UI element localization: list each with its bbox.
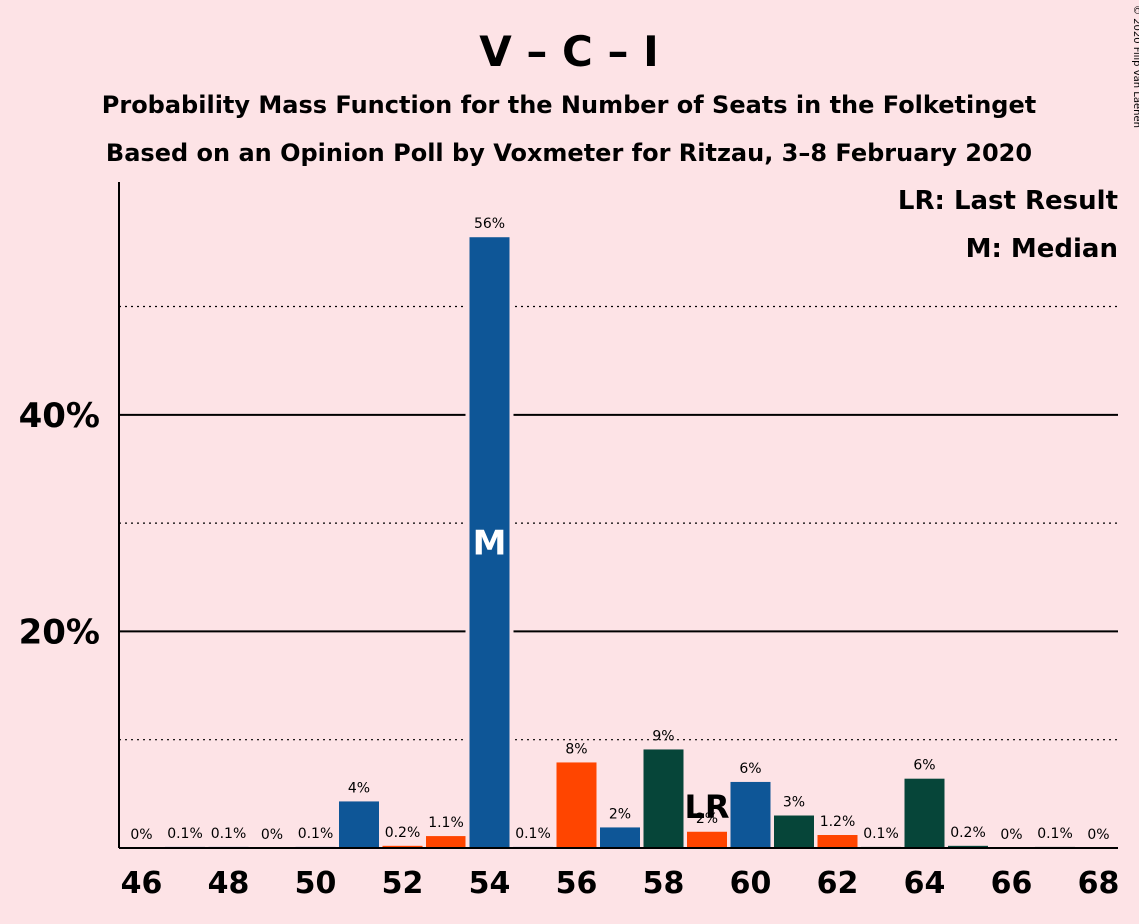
data-label-54: 56% bbox=[474, 216, 505, 232]
data-label-53: 1.1% bbox=[428, 815, 464, 831]
bar-51 bbox=[339, 801, 379, 848]
bar-58 bbox=[643, 749, 684, 848]
x-tick-label: 56 bbox=[556, 866, 598, 901]
bars bbox=[165, 233, 1075, 849]
bar-57 bbox=[600, 827, 640, 848]
y-tick-labels: 20% 40% bbox=[19, 396, 100, 653]
x-tick-label: 60 bbox=[730, 866, 772, 901]
data-label-47: 0.1% bbox=[167, 826, 203, 842]
data-label-55: 0.1% bbox=[515, 826, 551, 842]
chart-subtitle-line-2: Based on an Opinion Poll by Voxmeter for… bbox=[106, 139, 1032, 167]
legend-median: M: Median bbox=[966, 234, 1118, 264]
data-label-61: 3% bbox=[783, 795, 805, 811]
data-labels: 0% 0.1% 0.1% 0% 0.1% 4% 0.2% 1.1% 56% 0.1% 8% 2% 9% 2… bbox=[130, 216, 1109, 843]
data-label-63: 0.1% bbox=[863, 826, 899, 842]
data-label-68: 0% bbox=[1087, 827, 1109, 843]
data-label-46: 0% bbox=[130, 827, 152, 843]
y-tick-label: 40% bbox=[19, 396, 100, 436]
markers: M LR bbox=[473, 524, 730, 826]
bar-rect bbox=[948, 845, 988, 848]
bar-60 bbox=[730, 781, 771, 848]
data-label-65: 0.2% bbox=[950, 825, 986, 841]
x-tick-label: 50 bbox=[295, 866, 337, 901]
bar-rect bbox=[643, 749, 684, 848]
bar-rect bbox=[469, 237, 510, 849]
chart-subtitle-line-1: Probability Mass Function for the Number… bbox=[102, 91, 1036, 119]
bar-64 bbox=[904, 778, 945, 848]
bar-rect bbox=[556, 762, 597, 848]
data-label-59: 2% bbox=[696, 811, 718, 827]
data-label-50: 0.1% bbox=[298, 826, 334, 842]
x-tick-label: 64 bbox=[904, 866, 946, 901]
bar-54 bbox=[465, 233, 514, 849]
data-label-62: 1.2% bbox=[820, 814, 856, 830]
bar-rect bbox=[904, 778, 945, 848]
x-tick-label: 46 bbox=[121, 866, 163, 901]
x-tick-label: 68 bbox=[1078, 866, 1120, 901]
y-tick-label: 20% bbox=[19, 612, 100, 652]
median-marker: M bbox=[473, 524, 507, 564]
last-result-marker: LR bbox=[684, 788, 729, 826]
data-label-56: 8% bbox=[565, 741, 587, 757]
bar-rect bbox=[687, 831, 727, 848]
bar-61 bbox=[774, 815, 814, 848]
x-tick-label: 52 bbox=[382, 866, 424, 901]
data-label-48: 0.1% bbox=[211, 826, 247, 842]
data-label-57: 2% bbox=[609, 806, 631, 822]
bar-65 bbox=[948, 845, 988, 848]
bar-rect bbox=[382, 845, 423, 848]
x-tick-label: 48 bbox=[208, 866, 250, 901]
copyright-notice: © 2020 Filip van Laenen bbox=[1131, 5, 1139, 128]
bar-rect bbox=[774, 815, 814, 848]
bar-62 bbox=[817, 835, 858, 848]
legend-last-result: LR: Last Result bbox=[898, 186, 1118, 216]
bar-rect bbox=[426, 836, 466, 848]
data-label-67: 0.1% bbox=[1037, 826, 1073, 842]
chart-title: V – C – I bbox=[479, 27, 658, 76]
x-tick-label: 66 bbox=[991, 866, 1033, 901]
bar-rect bbox=[339, 801, 379, 848]
data-label-51: 4% bbox=[348, 780, 370, 796]
data-label-58: 9% bbox=[652, 728, 674, 744]
x-tick-label: 58 bbox=[643, 866, 685, 901]
gridlines bbox=[119, 305, 1118, 741]
x-tick-labels: 46 48 50 52 54 56 58 60 62 64 66 68 bbox=[121, 866, 1120, 901]
bar-53 bbox=[426, 836, 466, 848]
bar-52 bbox=[382, 845, 423, 848]
bar-rect bbox=[730, 781, 771, 848]
x-tick-label: 54 bbox=[469, 866, 511, 901]
bar-rect bbox=[817, 835, 858, 848]
data-label-60: 6% bbox=[739, 761, 761, 777]
bar-rect bbox=[600, 827, 640, 848]
bar-59 bbox=[687, 831, 727, 848]
data-label-66: 0% bbox=[1000, 827, 1022, 843]
data-label-52: 0.2% bbox=[385, 825, 421, 841]
data-label-49: 0% bbox=[261, 827, 283, 843]
x-tick-label: 62 bbox=[817, 866, 859, 901]
data-label-64: 6% bbox=[913, 758, 935, 774]
bar-56 bbox=[556, 762, 597, 848]
